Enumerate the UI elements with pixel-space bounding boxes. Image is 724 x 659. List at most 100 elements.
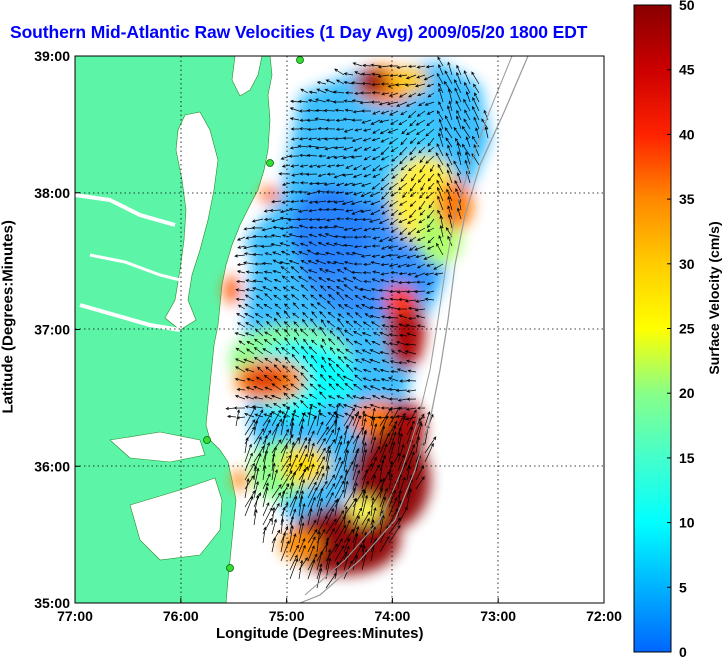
velocity-arrow xyxy=(290,99,300,104)
velocity-arrow xyxy=(234,358,246,364)
velocity-arrow xyxy=(378,306,390,310)
velocity-arrow xyxy=(387,245,399,250)
velocity-arrow xyxy=(319,373,327,382)
velocity-arrow xyxy=(327,300,336,310)
velocity-arrow xyxy=(427,137,435,147)
velocity-arrow xyxy=(309,374,318,382)
velocity-arrow xyxy=(235,347,246,355)
velocity-arrow xyxy=(328,375,336,382)
velocity-arrow xyxy=(472,105,480,121)
velocity-arrow xyxy=(415,413,425,427)
radar-stations xyxy=(203,56,304,572)
velocity-arrow xyxy=(324,88,336,94)
velocity-arrow xyxy=(280,470,293,490)
velocity-arrow xyxy=(370,321,381,328)
velocity-arrow xyxy=(343,480,349,499)
velocity-arrow xyxy=(409,191,417,197)
velocity-arrow xyxy=(361,72,372,76)
velocity-arrow xyxy=(280,250,291,256)
velocity-arrow xyxy=(324,137,336,141)
velocity-arrow xyxy=(271,422,280,445)
velocity-arrow xyxy=(361,489,367,508)
velocity-arrow xyxy=(316,550,324,571)
velocity-arrow xyxy=(254,338,264,346)
velocity-arrow xyxy=(289,533,297,553)
velocity-arrow xyxy=(438,235,444,247)
velocity-arrow xyxy=(407,306,417,311)
velocity-arrow xyxy=(336,251,345,256)
velocity-arrow xyxy=(454,79,462,94)
velocity-arrow xyxy=(335,127,345,131)
velocity-arrow xyxy=(289,495,298,517)
velocity-arrow xyxy=(361,531,368,553)
velocity-arrow xyxy=(300,400,309,409)
delaware-bay xyxy=(231,56,263,97)
velocity-arrow xyxy=(325,491,334,508)
velocity-arrow xyxy=(289,225,300,229)
velocity-arrow xyxy=(353,218,363,222)
velocity-arrow xyxy=(381,173,390,182)
velocity-arrow xyxy=(464,81,471,94)
velocity-arrow xyxy=(281,234,291,238)
velocity-arrow xyxy=(341,235,354,239)
velocity-arrow xyxy=(362,63,372,68)
velocity-arrow xyxy=(388,473,393,490)
x-tick-label: 75:00 xyxy=(269,608,305,624)
velocity-arrow xyxy=(307,481,317,499)
velocity-arrow xyxy=(359,101,372,105)
velocity-arrow xyxy=(408,164,417,172)
velocity-arrow xyxy=(271,418,283,436)
velocity-arrow xyxy=(372,270,381,274)
velocity-arrow xyxy=(273,364,282,373)
velocity-arrow xyxy=(227,414,237,419)
velocity-arrow xyxy=(397,74,408,78)
velocity-arrow xyxy=(408,209,417,219)
velocity-arrow xyxy=(387,315,399,320)
velocity-arrow xyxy=(419,209,426,216)
velocity-arrow xyxy=(352,469,361,490)
velocity-arrow xyxy=(410,173,417,182)
velocity-arrow xyxy=(350,155,363,159)
velocity-arrow xyxy=(280,462,291,481)
velocity-arrow xyxy=(361,441,367,463)
velocity-arrow xyxy=(414,272,426,278)
velocity-arrow xyxy=(297,209,309,213)
velocity-arrow xyxy=(332,90,345,94)
velocity-arrow xyxy=(309,383,318,391)
velocity-arrow xyxy=(427,92,435,98)
velocity-arrow xyxy=(336,217,345,221)
velocity-arrow xyxy=(398,182,408,191)
velocity-arrow xyxy=(380,378,390,382)
velocity-arrow xyxy=(370,416,376,436)
velocity-arrow xyxy=(351,118,363,122)
velocity-arrow xyxy=(372,173,381,178)
velocity-arrow xyxy=(371,91,381,95)
velocity-arrow xyxy=(380,263,390,267)
velocity-arrow xyxy=(352,434,360,454)
velocity-arrow xyxy=(463,118,471,130)
velocity-arrow xyxy=(325,410,337,427)
velocity-arrow xyxy=(298,127,309,131)
velocity-arrow xyxy=(290,200,300,204)
velocity-arrow xyxy=(407,369,417,373)
velocity-arrow xyxy=(315,252,327,256)
velocity-arrow xyxy=(370,407,376,427)
velocity-arrow xyxy=(293,336,300,346)
velocity-arrow xyxy=(253,480,259,499)
velocity-arrow xyxy=(471,135,480,148)
velocity-arrow xyxy=(417,92,426,97)
velocity-arrow xyxy=(381,359,390,364)
velocity-arrow xyxy=(300,284,309,292)
velocity-arrow xyxy=(390,279,399,283)
velocity-arrow xyxy=(381,191,390,200)
velocity-arrow xyxy=(325,465,330,481)
velocity-arrow xyxy=(264,252,273,256)
velocity-arrow xyxy=(290,383,300,391)
velocity-arrow xyxy=(396,368,408,373)
velocity-arrow xyxy=(272,337,282,346)
velocity-arrow xyxy=(341,200,354,206)
velocity-arrow xyxy=(405,101,417,107)
velocity-arrow xyxy=(336,269,345,274)
velocity-arrow xyxy=(307,536,316,553)
velocity-arrow xyxy=(266,320,273,328)
